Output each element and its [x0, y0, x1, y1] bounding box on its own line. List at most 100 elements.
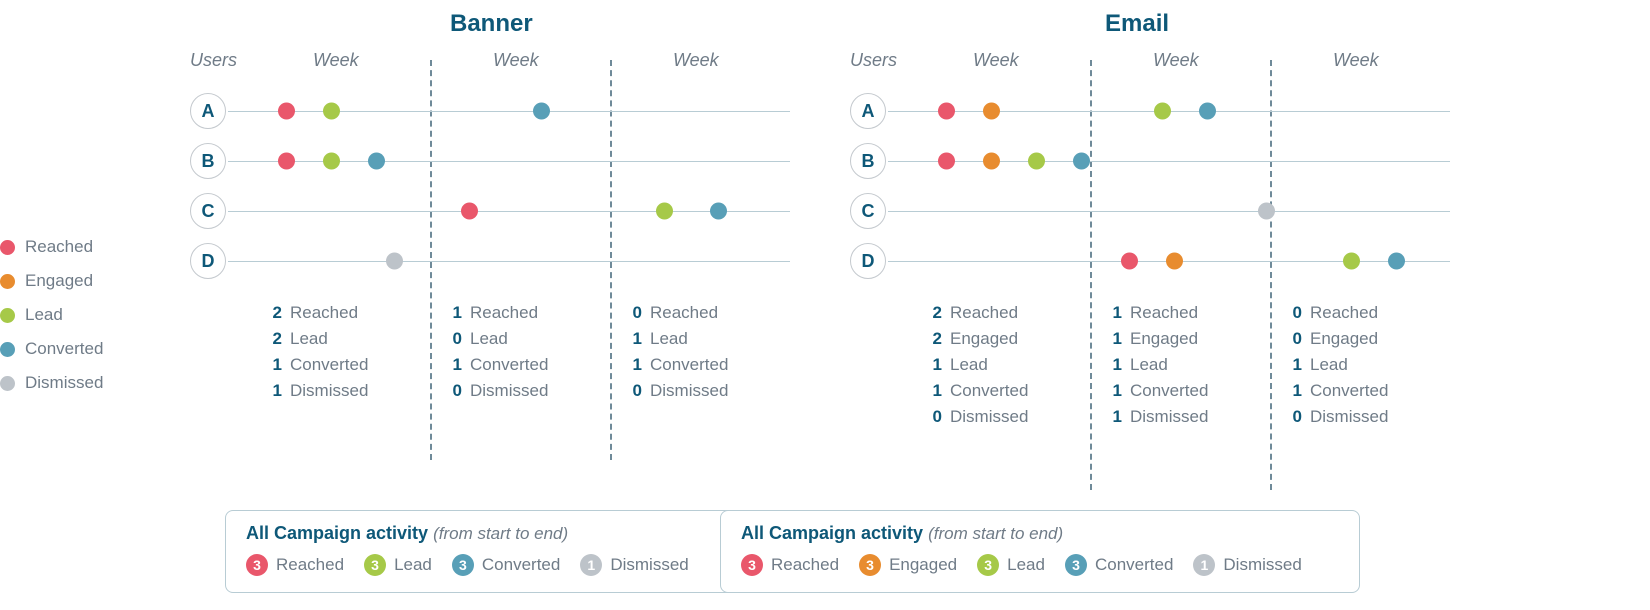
summary-label: Reached [650, 303, 718, 322]
reached-event-icon [938, 153, 955, 170]
engaged-event-icon [983, 103, 1000, 120]
summary-line: 1 Converted [262, 352, 368, 378]
user-row: B [850, 136, 1450, 186]
user-row: C [190, 186, 790, 236]
summary-line: 0Dismissed [1282, 404, 1388, 430]
totals-item-reached: 3 Reached [246, 554, 344, 576]
summary-value: 1 [262, 352, 282, 378]
summary-line: 1 Lead [622, 326, 728, 352]
summary-value: 2 [262, 300, 282, 326]
user-row: A [850, 86, 1450, 136]
legend-item-lead: Lead [0, 298, 150, 332]
user-row: D [190, 236, 790, 286]
summary-value: 1 [622, 326, 642, 352]
summary-value: 1 [922, 352, 942, 378]
lead-event-icon [1028, 153, 1045, 170]
converted-chip-icon: 3 [452, 554, 474, 576]
summary-line: 1Reached [1102, 300, 1208, 326]
panel-banner: UsersWeekWeekWeekABCD2Reached2Lead1Conve… [190, 50, 790, 286]
week-header: Week [1333, 50, 1379, 71]
summary-line: 0Dismissed [922, 404, 1028, 430]
converted-event-icon [368, 153, 385, 170]
summary-value: 1 [1102, 300, 1122, 326]
totals-row: 3Reached3Lead3Converted1Dismissed [246, 554, 724, 576]
users-header: Users [850, 50, 897, 71]
summary-label: Lead [290, 329, 328, 348]
totals-label: Lead [394, 555, 432, 575]
summary-label: Lead [650, 329, 688, 348]
user-row: A [190, 86, 790, 136]
summary-line: 0Dismissed [622, 378, 728, 404]
engaged-chip-icon: 3 [859, 554, 881, 576]
week-summary: 0Reached0Engaged1Lead1Converted0Dismisse… [1282, 300, 1388, 430]
summary-value: 0 [1282, 326, 1302, 352]
converted-icon [0, 342, 15, 357]
user-badge: A [190, 93, 226, 129]
summary-label: Converted [290, 355, 368, 374]
summary-label: Reached [470, 303, 538, 322]
week-summary: 1Reached1Engaged1Lead1Converted1Dismisse… [1102, 300, 1208, 430]
engaged-event-icon [1166, 253, 1183, 270]
week-summary: 2Reached2Engaged1Lead1Converted0Dismisse… [922, 300, 1028, 430]
summary-label: Dismissed [290, 381, 368, 400]
users-header: Users [190, 50, 237, 71]
summary-label: Engaged [1310, 329, 1378, 348]
totals-label: Dismissed [610, 555, 688, 575]
totals-item-dismissed: 1 Dismissed [580, 554, 688, 576]
totals-label: Converted [1095, 555, 1173, 575]
summary-line: 1Dismissed [262, 378, 368, 404]
timeline-track [228, 161, 790, 162]
legend-label: Dismissed [25, 366, 103, 400]
summary-line: 2Engaged [922, 326, 1028, 352]
summary-line: 1Lead [922, 352, 1028, 378]
totals-item-lead: 3Lead [364, 554, 432, 576]
totals-box: All Campaign activity (from start to end… [720, 510, 1360, 593]
user-row: B [190, 136, 790, 186]
reached-event-icon [938, 103, 955, 120]
lead-event-icon [1154, 103, 1171, 120]
panel-title-email: Email [1105, 10, 1169, 38]
summary-line: 1Converted [622, 352, 728, 378]
week-header: Week [313, 50, 359, 71]
summary-label: Lead [470, 329, 508, 348]
summary-value: 0 [1282, 404, 1302, 430]
converted-event-icon [1388, 253, 1405, 270]
week-header: Week [1153, 50, 1199, 71]
summary-value: 1 [1282, 378, 1302, 404]
summary-line: 1Engaged [1102, 326, 1208, 352]
legend-label: Lead [25, 298, 63, 332]
dismissed-event-icon [386, 253, 403, 270]
summary-label: Reached [290, 303, 358, 322]
converted-chip-icon: 3 [1065, 554, 1087, 576]
summary-line: 1Lead [1102, 352, 1208, 378]
totals-item-engaged: 3Engaged [859, 554, 957, 576]
lead-event-icon [1343, 253, 1360, 270]
totals-row: 3Reached3Engaged3Lead3Converted1Dismisse… [741, 554, 1339, 576]
lead-event-icon [323, 153, 340, 170]
summary-line: 1Converted [1282, 378, 1388, 404]
summary-value: 0 [442, 326, 462, 352]
summary-label: Lead [1130, 355, 1168, 374]
summary-value: 1 [1102, 378, 1122, 404]
totals-title: All Campaign activity (from start to end… [741, 523, 1339, 544]
timeline-track [888, 211, 1450, 212]
totals-box: All Campaign activity (from start to end… [225, 510, 745, 593]
legend: Reached Engaged Lead Converted Dismissed [0, 230, 150, 400]
totals-label: Reached [771, 555, 839, 575]
legend-item-converted: Converted [0, 332, 150, 366]
lead-icon [0, 308, 15, 323]
converted-event-icon [1073, 153, 1090, 170]
summary-value: 1 [1102, 404, 1122, 430]
reached-chip-icon: 3 [246, 554, 268, 576]
user-badge: D [190, 243, 226, 279]
summary-line: 1Converted [442, 352, 548, 378]
totals-label: Reached [276, 555, 344, 575]
week-header: Week [493, 50, 539, 71]
summary-label: Dismissed [470, 381, 548, 400]
user-badge: C [850, 193, 886, 229]
user-row: D [850, 236, 1450, 286]
summary-value: 2 [922, 300, 942, 326]
summary-line: 1Converted [922, 378, 1028, 404]
dismissed-chip-icon: 1 [580, 554, 602, 576]
summary-label: Converted [950, 381, 1028, 400]
